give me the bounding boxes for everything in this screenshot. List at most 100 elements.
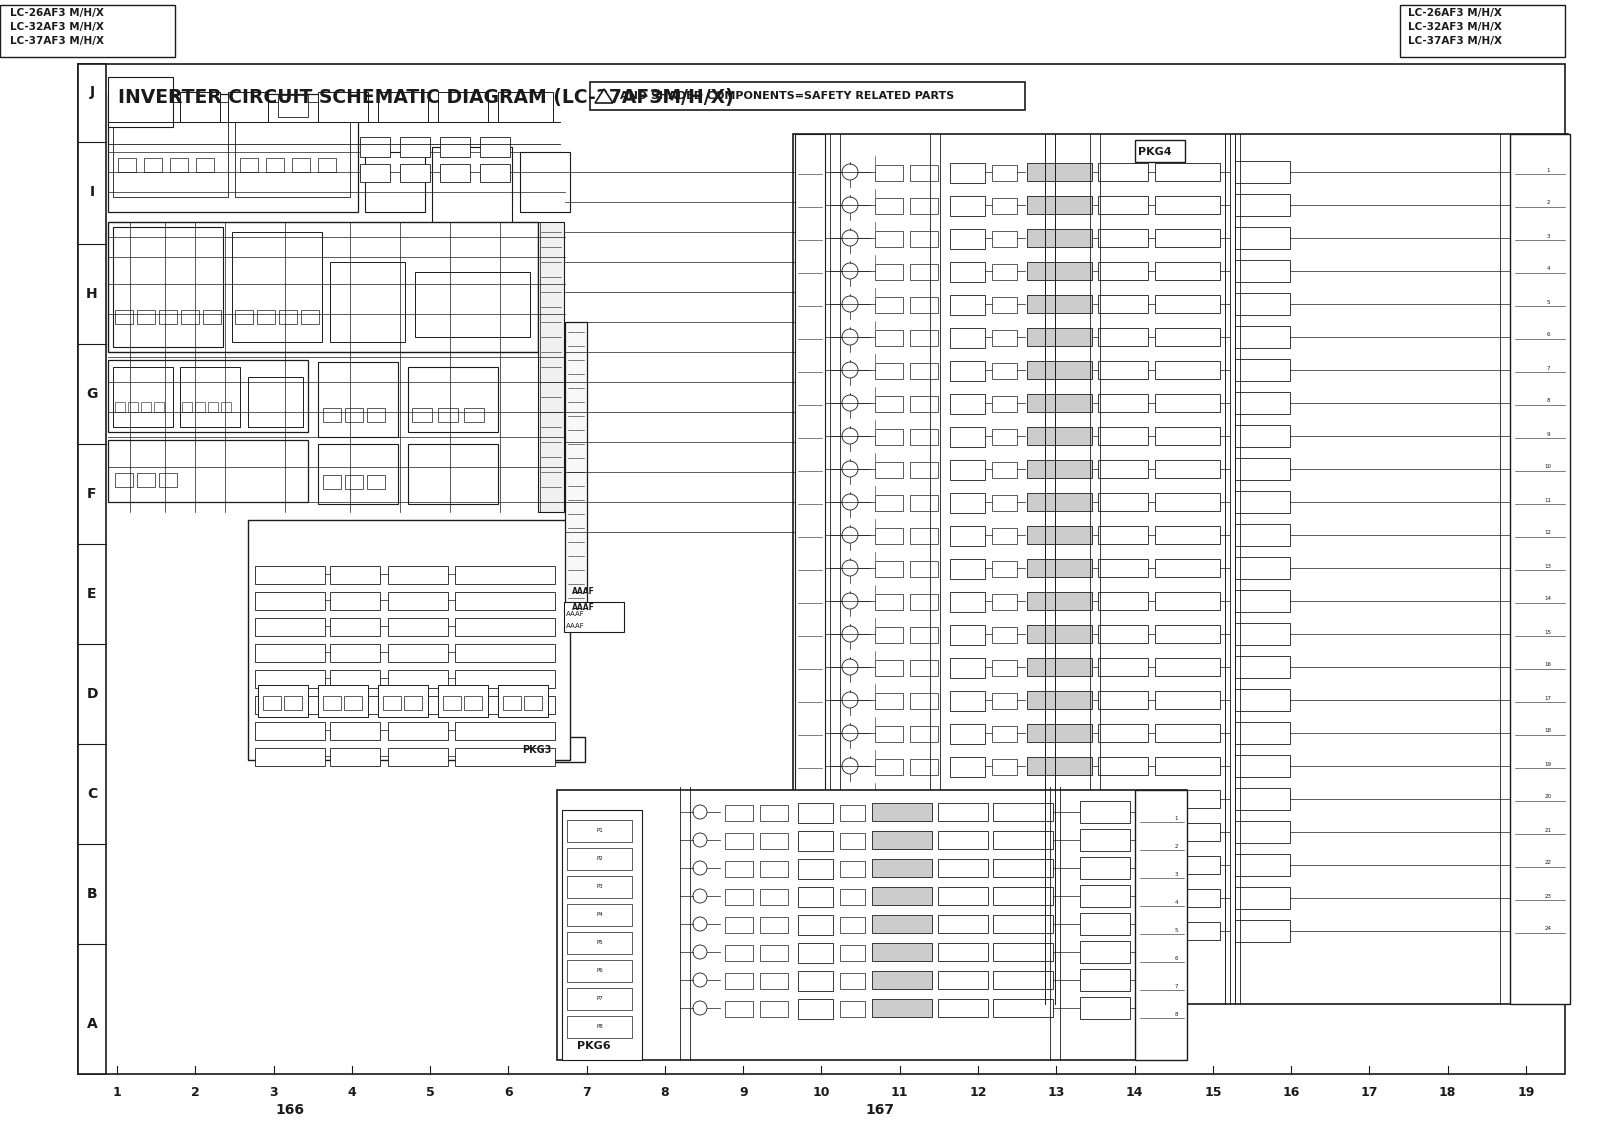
Bar [1027,394,1091,412]
Bar [910,297,938,314]
Bar [1080,941,1130,963]
Bar [950,295,986,315]
Bar [875,693,902,709]
Bar [563,602,624,632]
Bar [1098,658,1149,676]
Bar [115,473,133,487]
Bar [1027,460,1091,478]
Bar [285,696,302,710]
Text: P3: P3 [597,884,603,890]
Bar [950,691,986,711]
Bar [938,971,989,989]
Text: 8: 8 [661,1086,669,1098]
Bar [760,861,787,877]
Bar [798,859,834,880]
Bar [454,644,555,662]
Bar [1098,823,1149,841]
Text: AND SHADED COMPONENTS=SAFETY RELATED PARTS: AND SHADED COMPONENTS=SAFETY RELATED PAR… [621,91,954,101]
Text: 6: 6 [1546,333,1550,337]
Bar [950,229,986,249]
Bar [725,1001,754,1017]
Text: P1: P1 [597,829,603,833]
Bar [1155,889,1221,907]
Bar [875,891,902,907]
Bar [992,924,1018,940]
Bar [875,792,902,808]
Bar [910,462,938,478]
Bar [566,1017,632,1038]
Text: PKG3: PKG3 [522,745,552,755]
Bar [910,627,938,643]
Bar [840,917,866,933]
Bar [258,685,307,717]
Bar [875,462,902,478]
Text: 19: 19 [1517,1086,1534,1098]
Bar [950,625,986,645]
Bar [400,164,430,182]
Bar [1235,260,1290,282]
Text: 167: 167 [866,1103,894,1117]
Bar [109,222,538,352]
Bar [538,222,563,512]
Bar [485,250,530,261]
Bar [387,696,448,714]
Text: G: G [86,387,98,401]
Bar [498,685,547,717]
Bar [1027,790,1091,808]
Bar [454,696,555,714]
Bar [725,917,754,933]
Text: 2: 2 [1174,843,1178,849]
Bar [454,618,555,636]
Bar [798,831,834,851]
Text: AAAF: AAAF [566,611,584,617]
Bar [1027,427,1091,445]
Text: LC-37AF3 M/H/X: LC-37AF3 M/H/X [1408,36,1502,46]
Bar [872,887,931,904]
Bar [387,748,448,766]
Bar [725,861,754,877]
Bar [138,310,155,324]
Text: LC-26AF3 M/H/X: LC-26AF3 M/H/X [1408,8,1502,18]
Bar [910,726,938,741]
Bar [1027,625,1091,643]
Bar [992,363,1018,379]
Bar [798,971,834,990]
Bar [566,876,632,898]
Bar [454,748,555,766]
Bar [1027,889,1091,907]
Bar [438,92,488,122]
Text: LC-37AF3 M/H/X: LC-37AF3 M/H/X [10,36,104,46]
Bar [910,331,938,346]
Text: 15: 15 [1544,629,1552,635]
Bar [760,945,787,961]
Bar [254,618,325,636]
Bar [1235,755,1290,777]
Text: 4: 4 [1546,266,1550,272]
Bar [1098,691,1149,709]
Bar [1027,163,1091,181]
Bar [950,856,986,876]
Bar [485,259,530,288]
Bar [840,889,866,904]
Bar [258,310,275,324]
Bar [994,915,1053,933]
Bar [378,92,429,122]
Bar [992,297,1018,314]
Text: 16: 16 [1544,662,1552,668]
Text: B: B [86,887,98,901]
Bar [992,331,1018,346]
Bar [725,805,754,821]
Bar [872,971,931,989]
Text: 8: 8 [1546,398,1550,403]
Bar [992,627,1018,643]
Bar [1027,592,1091,610]
Bar [454,592,555,610]
Bar [235,102,350,197]
Bar [240,158,258,172]
Bar [875,495,902,511]
Bar [992,693,1018,709]
Bar [438,408,458,422]
Text: 14: 14 [1544,597,1552,601]
Bar [128,402,138,412]
Text: 3: 3 [269,1086,278,1098]
